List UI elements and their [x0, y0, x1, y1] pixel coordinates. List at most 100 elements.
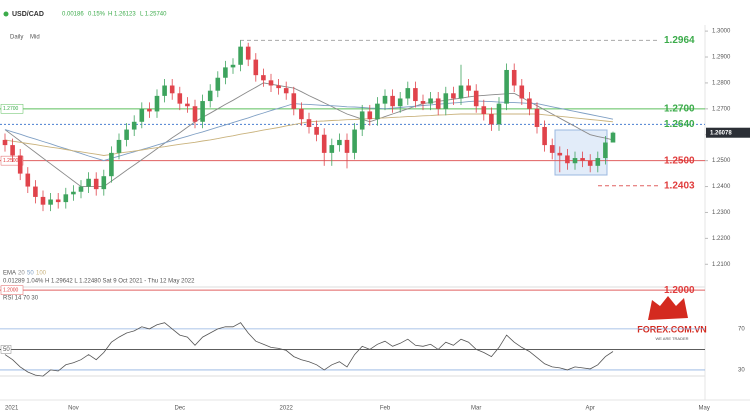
x-tick-label: 2021 — [5, 406, 19, 412]
y-tick-label: 1.2400 — [712, 184, 731, 190]
level-tag-label: 1.2500 — [3, 158, 19, 164]
y-tick-label: 1.2900 — [712, 55, 731, 61]
candle-body — [48, 199, 53, 205]
candle-body — [223, 67, 228, 78]
candle-body — [139, 108, 145, 122]
candle-body — [40, 196, 46, 205]
level-tag — [0, 104, 24, 114]
y-tick-label: 1.2700 — [712, 106, 731, 112]
candle-body — [542, 126, 547, 146]
candle-body — [177, 93, 183, 104]
candle-body — [2, 139, 8, 146]
candle-body — [344, 139, 350, 153]
candle-body — [93, 178, 99, 190]
candle-body — [207, 90, 213, 102]
candle-body — [245, 46, 251, 60]
candle-body — [572, 158, 578, 164]
candle-body — [534, 108, 540, 127]
brand: FOREX.COM.VN — [637, 324, 707, 334]
ema-line — [4, 100, 614, 162]
candle-body — [101, 176, 107, 190]
timeframe[interactable]: Daily — [10, 35, 23, 41]
level-label: 1.2403 — [664, 180, 695, 191]
candle-body — [63, 194, 69, 203]
ema-line — [4, 82, 614, 188]
tagline: WE ARE TRADER — [655, 336, 688, 341]
candle-body — [557, 152, 563, 156]
rsi-line — [4, 322, 614, 377]
candle-body — [299, 108, 304, 120]
y-tick-label: 1.2500 — [712, 158, 731, 164]
candle-body — [511, 69, 517, 86]
candle-body — [25, 173, 31, 187]
candle-body — [367, 111, 373, 120]
legend-entry: 100 — [36, 271, 47, 277]
x-tick-label: Nov — [68, 406, 79, 412]
level-label: 1.2640 — [664, 119, 695, 130]
candle-body — [55, 199, 61, 203]
candle-body — [420, 101, 426, 104]
candle-body — [603, 142, 608, 159]
candle-body — [519, 85, 525, 99]
candle-body — [595, 158, 601, 166]
logo-bull — [648, 296, 688, 320]
candle-body — [610, 132, 616, 143]
change: 0.00186 — [62, 12, 84, 18]
stats: 0.01289 1.04% H 1.29642 L 1.22480 Sat 9 … — [3, 279, 195, 285]
x-tick-label: Apr — [586, 406, 595, 412]
y-tick-label: 1.2100 — [712, 262, 731, 268]
candle-body — [154, 95, 160, 112]
candle-body — [238, 46, 243, 65]
y-tick-label: 1.2300 — [712, 210, 731, 216]
y-tick-label: 70 — [738, 326, 745, 332]
y-tick-label: 50 — [3, 347, 10, 353]
x-tick-label: Mar — [471, 406, 481, 412]
y-tick-label: 1.2200 — [712, 236, 731, 242]
rsi-mid-tag — [0, 345, 12, 354]
status-dot — [3, 11, 9, 17]
candle-body — [200, 101, 205, 122]
candle-body — [109, 152, 114, 177]
candle-body — [481, 106, 487, 115]
candle-body — [549, 145, 555, 153]
candle-body — [314, 126, 319, 135]
candle-body — [10, 145, 15, 156]
candle-body — [435, 98, 441, 109]
candle-body — [230, 64, 236, 68]
candle-body — [413, 88, 418, 102]
candle-body — [397, 98, 403, 107]
candle-body — [337, 139, 342, 146]
candle-body — [169, 85, 175, 94]
level-label: 1.2700 — [664, 103, 695, 114]
level-tag-label: 1.2700 — [3, 106, 19, 112]
level-tag-label: 1.2000 — [3, 288, 19, 294]
candle-body — [428, 98, 433, 104]
price-type[interactable]: Mid — [30, 35, 40, 41]
candle-body — [131, 121, 137, 130]
x-tick-label: May — [699, 406, 710, 412]
x-tick-label: 2022 — [280, 406, 294, 412]
candle-body — [253, 59, 259, 76]
symbol[interactable]: USD/CAD — [12, 11, 44, 18]
candle-body — [162, 85, 167, 96]
candle-body — [527, 98, 532, 109]
candle-body — [86, 178, 91, 187]
candle-body — [329, 145, 335, 153]
x-tick-label: Feb — [380, 406, 391, 412]
range-box — [554, 129, 608, 176]
indicator: EMA — [3, 271, 16, 277]
candle-body — [321, 134, 327, 153]
level-label: 1.2964 — [664, 35, 695, 46]
y-tick-label: 1.2800 — [712, 81, 731, 87]
level-label: 1.2000 — [664, 285, 695, 296]
last-price-box — [706, 127, 750, 138]
last-price-label: 1.26078 — [710, 130, 732, 136]
low: L 1.25740 — [140, 12, 167, 18]
candle-body — [276, 85, 281, 89]
level-tag — [0, 285, 24, 295]
legend-entry: 50 — [27, 271, 34, 277]
candle-body — [587, 160, 593, 166]
candle-body — [306, 119, 312, 127]
